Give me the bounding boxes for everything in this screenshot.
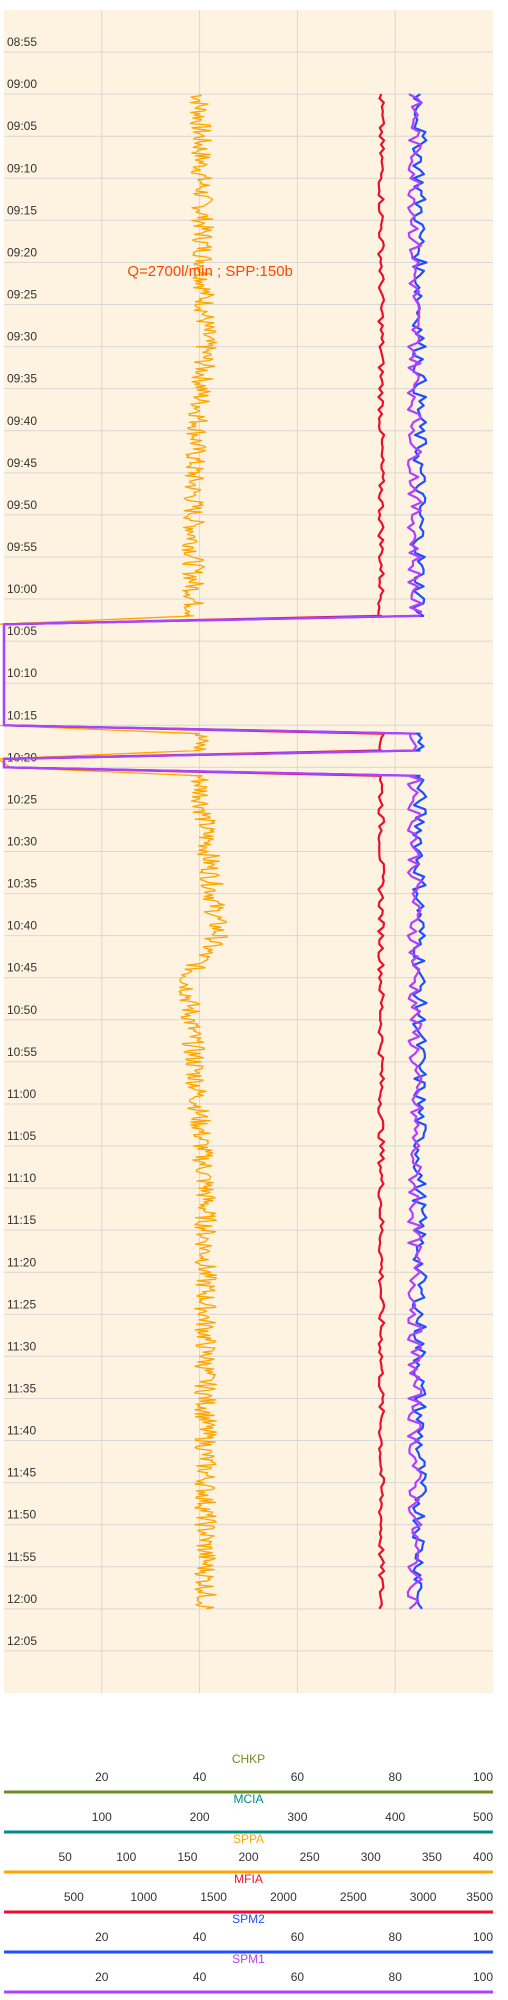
time-tick-label: 10:00 bbox=[7, 582, 37, 596]
x-axis-spm1: SPM1 20 40 60 80 100 bbox=[4, 1952, 493, 1994]
series-line-sppa bbox=[0, 93, 228, 1610]
axis-tick-label: 100 bbox=[473, 1770, 493, 1784]
x-axis-spm2: SPM2 20 40 60 80 100 bbox=[4, 1912, 493, 1954]
time-tick-label: 11:40 bbox=[7, 1424, 36, 1438]
axis-tick-label: 500 bbox=[64, 1890, 84, 1904]
axis-tick-label: 100 bbox=[473, 1970, 493, 1984]
axis-tick-label: 80 bbox=[389, 1930, 403, 1944]
axis-tick-label: 60 bbox=[291, 1930, 305, 1944]
time-tick-label: 09:05 bbox=[7, 119, 37, 133]
axis-tick-label: 50 bbox=[58, 1850, 72, 1864]
axis-tick-label: 80 bbox=[389, 1770, 403, 1784]
axis-tick-label: 3500 bbox=[466, 1890, 493, 1904]
time-tick-label: 10:15 bbox=[7, 708, 37, 722]
time-tick-label: 10:35 bbox=[7, 877, 37, 891]
time-tick-label: 09:20 bbox=[7, 245, 37, 259]
axis-title: SPM1 bbox=[232, 1952, 265, 1966]
axis-tick-label: 20 bbox=[95, 1770, 109, 1784]
time-tick-label: 10:25 bbox=[7, 792, 37, 806]
axis-tick-label: 2000 bbox=[270, 1890, 297, 1904]
time-tick-label: 10:10 bbox=[7, 666, 37, 680]
axis-tick-label: 400 bbox=[473, 1850, 493, 1864]
axis-tick-label: 60 bbox=[291, 1770, 305, 1784]
time-tick-label: 09:45 bbox=[7, 456, 37, 470]
time-tick-label: 10:55 bbox=[7, 1045, 37, 1059]
axis-tick-label: 200 bbox=[190, 1810, 210, 1824]
axis-tick-label: 250 bbox=[300, 1850, 320, 1864]
time-tick-label: 12:00 bbox=[7, 1592, 37, 1606]
axis-tick-label: 300 bbox=[361, 1850, 381, 1864]
axis-tick-label: 60 bbox=[291, 1970, 305, 1984]
axis-tick-label: 40 bbox=[193, 1770, 207, 1784]
time-tick-label: 08:55 bbox=[7, 35, 37, 49]
axis-tick-label: 400 bbox=[385, 1810, 405, 1824]
plot-area: 08:55 09:00 09:05 09:10 09:15 09:20 09:25 09:30… bbox=[0, 10, 493, 1693]
time-tick-label: 11:15 bbox=[7, 1213, 36, 1227]
x-axis-mfia: MFIA 500 1000 1500 2000 2500 3000 3500 bbox=[4, 1872, 493, 1914]
axis-tick-label: 40 bbox=[193, 1970, 207, 1984]
axis-tick-label: 80 bbox=[389, 1970, 403, 1984]
time-tick-label: 09:15 bbox=[7, 203, 37, 217]
axis-tick-label: 20 bbox=[95, 1970, 109, 1984]
axis-title: MCIA bbox=[234, 1792, 264, 1806]
time-tick-label: 11:55 bbox=[7, 1550, 36, 1564]
time-tick-label: 10:40 bbox=[7, 919, 37, 933]
axis-tick-label: 1500 bbox=[200, 1890, 227, 1904]
x-axis-mcia: MCIA 100 200 300 400 500 bbox=[4, 1792, 493, 1834]
axis-tick-label: 40 bbox=[193, 1930, 207, 1944]
time-tick-label: 11:45 bbox=[7, 1466, 36, 1480]
time-tick-label: 10:05 bbox=[7, 624, 37, 638]
axis-tick-label: 300 bbox=[287, 1810, 307, 1824]
time-tick-label: 11:35 bbox=[7, 1381, 36, 1395]
time-tick-label: 12:05 bbox=[7, 1634, 37, 1648]
time-tick-label: 11:20 bbox=[7, 1255, 36, 1269]
axis-tick-label: 3000 bbox=[410, 1890, 437, 1904]
time-tick-label: 11:30 bbox=[7, 1339, 36, 1353]
axis-title: SPPA bbox=[233, 1832, 264, 1846]
x-axes-panel: CHKP 20 40 60 80 100 MCIA 100 200 300 400 500 SPPA 50… bbox=[4, 1752, 493, 1994]
series-line-spm2 bbox=[2, 93, 428, 1610]
time-tick-label: 11:50 bbox=[7, 1508, 36, 1522]
axis-title: MFIA bbox=[234, 1872, 263, 1886]
time-tick-label: 09:50 bbox=[7, 498, 37, 512]
time-tick-label: 09:40 bbox=[7, 414, 37, 428]
time-tick-label: 09:30 bbox=[7, 330, 37, 344]
time-tick-label: 11:10 bbox=[7, 1171, 36, 1185]
time-tick-label: 11:00 bbox=[7, 1087, 36, 1101]
axis-tick-label: 150 bbox=[177, 1850, 197, 1864]
axis-tick-label: 1000 bbox=[130, 1890, 157, 1904]
time-tick-label: 09:55 bbox=[7, 540, 37, 554]
axis-tick-label: 2500 bbox=[340, 1890, 367, 1904]
axis-title: CHKP bbox=[232, 1752, 265, 1766]
x-axis-chkp: CHKP 20 40 60 80 100 bbox=[4, 1752, 493, 1794]
axis-tick-label: 500 bbox=[473, 1810, 493, 1824]
series-line-spm1 bbox=[2, 93, 423, 1610]
time-tick-label: 11:25 bbox=[7, 1297, 36, 1311]
time-tick-label: 09:00 bbox=[7, 77, 37, 91]
axis-tick-label: 350 bbox=[422, 1850, 442, 1864]
time-tick-label: 10:50 bbox=[7, 1003, 37, 1017]
axis-tick-label: 200 bbox=[238, 1850, 258, 1864]
series-line-mfia bbox=[2, 93, 386, 1610]
time-tick-label: 09:25 bbox=[7, 288, 37, 302]
x-axis-sppa: SPPA 50 100 150 200 250 300 350 400 bbox=[4, 1832, 493, 1874]
time-tick-label: 09:35 bbox=[7, 372, 37, 386]
axis-tick-label: 100 bbox=[473, 1930, 493, 1944]
axis-tick-label: 100 bbox=[92, 1810, 112, 1824]
time-tick-label: 09:10 bbox=[7, 161, 37, 175]
axis-tick-label: 100 bbox=[116, 1850, 136, 1864]
axis-tick-label: 20 bbox=[95, 1930, 109, 1944]
time-tick-label: 10:30 bbox=[7, 835, 37, 849]
time-tick-label: 11:05 bbox=[7, 1129, 36, 1143]
annotation-text: Q=2700l/min ; SPP:150b bbox=[127, 263, 293, 280]
axis-title: SPM2 bbox=[232, 1912, 265, 1926]
time-tick-label: 10:45 bbox=[7, 961, 37, 975]
